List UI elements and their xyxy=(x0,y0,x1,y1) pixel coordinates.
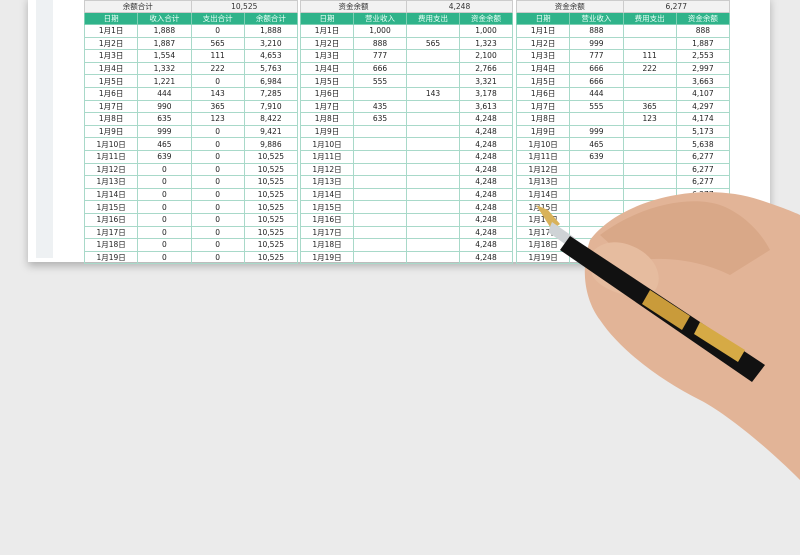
column-header: 费用支出 xyxy=(406,12,460,25)
column-header: 费用支出 xyxy=(622,12,677,25)
table-row: 1月18日 4,248 xyxy=(300,238,513,252)
table-row: 1月4日 666 2,766 xyxy=(300,61,513,76)
table-row: 1月11日 639 6,277 xyxy=(515,149,731,164)
sheet-side-strip xyxy=(36,0,53,258)
pen-gold-clip xyxy=(694,322,745,362)
table-row: 1月7日 990 365 7,910 xyxy=(83,99,299,114)
table-row: 1月10日 465 0 9,886 xyxy=(83,137,299,151)
table-row: 1月17日 0 0 10,525 xyxy=(83,225,299,240)
table-row: 1月15日 0 0 10,525 xyxy=(83,200,299,214)
table-row: 1月3日 1,554 111 4,653 xyxy=(83,49,299,63)
table-row: 1月2日 888 565 1,323 xyxy=(300,36,513,51)
column-header: 营业收入 xyxy=(569,12,624,25)
summary-row: 资金余额 6,277 xyxy=(516,0,730,13)
table-cell[interactable]: 4,248 xyxy=(459,250,513,265)
summary-row: 资金余额 4,248 xyxy=(300,0,513,13)
table-cell[interactable]: 10,525 xyxy=(243,250,299,265)
summary-label: 余额合计 xyxy=(84,0,192,13)
table-cell[interactable]: 999 xyxy=(137,124,192,139)
summary-value: 6,277 xyxy=(622,0,730,13)
column-header: 日期 xyxy=(300,12,354,25)
table-row: 1月7日 435 3,613 xyxy=(300,99,513,114)
pen xyxy=(536,205,765,382)
table-cell[interactable]: 1月10日 xyxy=(83,137,139,151)
table-cell[interactable]: 0 xyxy=(137,250,192,265)
table-row: 1月16日 4,248 xyxy=(300,212,513,227)
table-row: 1月3日 777 111 2,553 xyxy=(515,49,731,63)
table-row: 1月5日 555 3,321 xyxy=(300,74,513,88)
table-cell[interactable]: 0 xyxy=(190,250,245,265)
pen-gold-band xyxy=(642,290,690,330)
header-row: 日期 收入合计 支出合计 余额合计 xyxy=(83,12,299,25)
table-row: 1月1日 888 888 xyxy=(515,24,731,38)
table-cell[interactable]: 1月19日 xyxy=(515,250,571,265)
table-row: 1月12日 4,248 xyxy=(300,162,513,177)
table-row: 1月13日 0 0 10,525 xyxy=(83,175,299,189)
hand-thumb xyxy=(590,242,659,297)
table-row: 1月4日 666 222 2,997 xyxy=(515,61,731,76)
table-row: 1月5日 1,221 0 6,984 xyxy=(83,74,299,88)
summary-label: 资金余额 xyxy=(516,0,624,13)
column-header: 日期 xyxy=(515,12,571,25)
column-header: 资金余额 xyxy=(675,12,731,25)
table-cell[interactable]: 0 xyxy=(137,200,192,214)
column-header: 支出合计 xyxy=(190,12,245,25)
table-row: 1月4日 1,332 222 5,763 xyxy=(83,61,299,76)
summary-value: 10,525 xyxy=(190,0,298,13)
table-cell[interactable]: 0 xyxy=(190,238,245,252)
table-row: 1月2日 1,887 565 3,210 xyxy=(83,36,299,51)
table-cell[interactable]: 1月7日 xyxy=(83,99,139,114)
table-row: 1月14日 0 0 10,525 xyxy=(83,187,299,202)
income-summary-table: 余额合计 10,525 日期 收入合计 支出合计 余额合计 1月1日 1,888 0 1,888 1… xyxy=(83,0,299,265)
column-header: 营业收入 xyxy=(353,12,407,25)
table-row: 1月8日 635 123 8,422 xyxy=(83,112,299,126)
header-row: 日期 营业收入 费用支出 资金余额 xyxy=(300,12,513,25)
column-header: 收入合计 xyxy=(137,12,192,25)
table-row: 1月6日 444 143 7,285 xyxy=(83,86,299,101)
table-row: 1月8日 123 4,174 xyxy=(515,112,731,126)
table-row: 1月19日 4,248 xyxy=(300,250,513,265)
fund-balance-table-a: 资金余额 4,248 日期 营业收入 费用支出 资金余额 1月1日 1,000 1,000 1月2… xyxy=(300,0,513,265)
column-header: 资金余额 xyxy=(459,12,513,25)
table-row: 1月2日 999 1,887 xyxy=(515,36,731,51)
table-row: 1月6日 143 3,178 xyxy=(300,86,513,101)
table-cell[interactable]: 1月19日 xyxy=(83,250,139,265)
table-cell[interactable]: 0 xyxy=(137,238,192,252)
summary-row: 余额合计 10,525 xyxy=(84,0,298,13)
column-header: 日期 xyxy=(83,12,139,25)
table-row: 1月19日 0 0 10,525 xyxy=(83,250,299,265)
header-row: 日期 营业收入 费用支出 资金余额 xyxy=(515,12,731,25)
column-header: 余额合计 xyxy=(243,12,299,25)
